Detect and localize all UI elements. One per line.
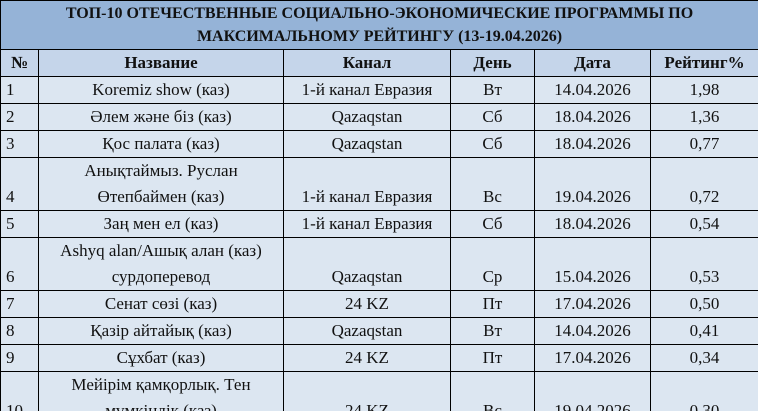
rating: 0,54: [650, 210, 758, 238]
row-number: 1: [0, 76, 39, 104]
table-row: 4 Анықтаймыз. Руслан Өтепбаймен (каз) 1-й …: [0, 157, 758, 211]
column-header: Рейтинг%: [650, 49, 758, 77]
column-header: №: [0, 49, 39, 77]
row-number: 10: [0, 371, 39, 411]
day: Вс: [450, 371, 535, 411]
table-row: 9 Сұхбат (каз) 24 KZ Пт 17.04.2026 0,34: [0, 344, 758, 372]
channel: 24 KZ: [283, 290, 451, 318]
rating: 0,30: [650, 371, 758, 411]
channel: 1-й канал Евразия: [283, 210, 451, 238]
program-name: Заң мен ел (каз): [38, 210, 284, 238]
program-name: Анықтаймыз. Руслан Өтепбаймен (каз): [38, 157, 284, 211]
row-number: 2: [0, 103, 39, 131]
channel: Qazaqstan: [283, 317, 451, 345]
rating: 0,53: [650, 237, 758, 291]
channel: 1-й канал Евразия: [283, 76, 451, 104]
day: Пт: [450, 290, 535, 318]
channel: Qazaqstan: [283, 130, 451, 158]
rating: 0,77: [650, 130, 758, 158]
program-name: Әлем және біз (каз): [38, 103, 284, 131]
date: 17.04.2026: [534, 290, 651, 318]
rating: 1,36: [650, 103, 758, 131]
date: 14.04.2026: [534, 317, 651, 345]
program-name: Қазір айтайық (каз): [38, 317, 284, 345]
column-header: Дата: [534, 49, 651, 77]
table-row: 6 Ashyq alan/Ашық алан (каз) сурдоперевод…: [0, 237, 758, 291]
rating: 0,72: [650, 157, 758, 211]
date: 18.04.2026: [534, 130, 651, 158]
header-row: № Название Канал День Дата Рейтинг%: [0, 49, 758, 77]
day: Вт: [450, 76, 535, 104]
date: 19.04.2026: [534, 371, 651, 411]
date: 18.04.2026: [534, 210, 651, 238]
day: Вт: [450, 317, 535, 345]
column-header: День: [450, 49, 535, 77]
table-row: 10 Мейірім қамқорлық. Тен мүмкіндік (каз)…: [0, 371, 758, 411]
channel: 24 KZ: [283, 344, 451, 372]
row-number: 9: [0, 344, 39, 372]
program-name: Сенат сөзі (каз): [38, 290, 284, 318]
program-name: Koremiz show (каз): [38, 76, 284, 104]
row-number: 4: [0, 157, 39, 211]
table-row: 1 Koremiz show (каз) 1-й канал Евразия Вт 14…: [0, 76, 758, 104]
row-number: 6: [0, 237, 39, 291]
rating: 0,34: [650, 344, 758, 372]
rating: 0,41: [650, 317, 758, 345]
day: Вс: [450, 157, 535, 211]
date: 14.04.2026: [534, 76, 651, 104]
row-number: 8: [0, 317, 39, 345]
column-header: Название: [38, 49, 284, 77]
channel: 1-й канал Евразия: [283, 157, 451, 211]
day: Сб: [450, 210, 535, 238]
table-row: 3 Қос палата (каз) Qazaqstan Сб 18.04.2026 0,…: [0, 130, 758, 158]
program-name: Қос палата (каз): [38, 130, 284, 158]
date: 15.04.2026: [534, 237, 651, 291]
program-name: Сұхбат (каз): [38, 344, 284, 372]
table-row: 5 Заң мен ел (каз) 1-й канал Евразия Сб 18.0…: [0, 210, 758, 238]
channel: Qazaqstan: [283, 103, 451, 131]
row-number: 7: [0, 290, 39, 318]
day: Сб: [450, 130, 535, 158]
date: 18.04.2026: [534, 103, 651, 131]
date: 17.04.2026: [534, 344, 651, 372]
table-row: 7 Сенат сөзі (каз) 24 KZ Пт 17.04.2026 0,50: [0, 290, 758, 318]
day: Сб: [450, 103, 535, 131]
rating: 1,98: [650, 76, 758, 104]
program-name: Ashyq alan/Ашық алан (каз) сурдоперевод: [38, 237, 284, 291]
rating: 0,50: [650, 290, 758, 318]
table-row: 2 Әлем және біз (каз) Qazaqstan Сб 18.04.202…: [0, 103, 758, 131]
row-number: 5: [0, 210, 39, 238]
row-number: 3: [0, 130, 39, 158]
column-header: Канал: [283, 49, 451, 77]
channel: Qazaqstan: [283, 237, 451, 291]
table-title: ТОП-10 ОТЕЧЕСТВЕННЫЕ СОЦИАЛЬНО-ЭКОНОМИЧЕ…: [0, 0, 758, 50]
title-row: ТОП-10 ОТЕЧЕСТВЕННЫЕ СОЦИАЛЬНО-ЭКОНОМИЧЕ…: [0, 0, 758, 50]
table-body: 1 Koremiz show (каз) 1-й канал Евразия Вт 14…: [0, 76, 758, 411]
date: 19.04.2026: [534, 157, 651, 211]
table-row: 8 Қазір айтайық (каз) Qazaqstan Вт 14.04.202…: [0, 317, 758, 345]
channel: 24 KZ: [283, 371, 451, 411]
day: Ср: [450, 237, 535, 291]
day: Пт: [450, 344, 535, 372]
program-name: Мейірім қамқорлық. Тен мүмкіндік (каз): [38, 371, 284, 411]
